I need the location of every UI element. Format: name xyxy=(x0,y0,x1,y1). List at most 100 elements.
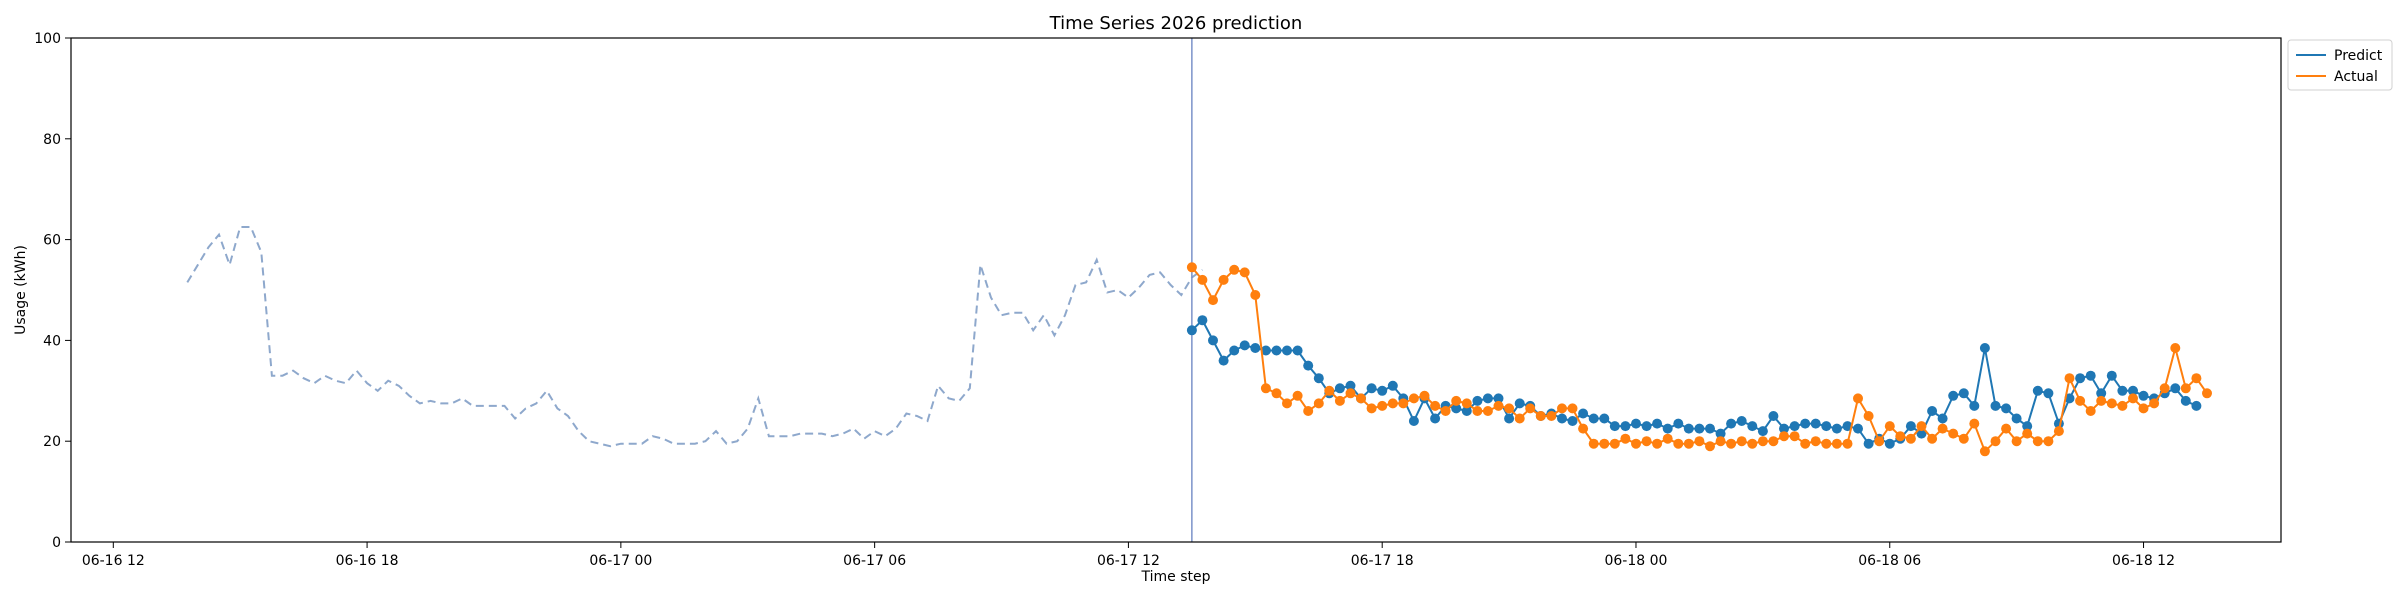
predict-point xyxy=(1482,393,1493,404)
actual-point xyxy=(1535,411,1546,421)
plot-frame xyxy=(70,37,2282,543)
x-axis-label: Time step xyxy=(1141,569,1211,585)
predict-point xyxy=(1652,418,1663,429)
predict-point xyxy=(1461,406,1472,416)
actual-point xyxy=(2053,426,2064,437)
predict-point xyxy=(1831,423,1842,434)
actual-point xyxy=(1557,403,1567,414)
actual-point xyxy=(2106,398,2117,409)
x-tick-label: 06-18 06 xyxy=(1858,553,1921,569)
predict-point xyxy=(1715,428,1726,439)
actual-point xyxy=(1779,431,1789,442)
predict-point xyxy=(1197,315,1208,326)
actual-point xyxy=(1853,393,1863,404)
predict-point xyxy=(1683,423,1694,434)
predict-point xyxy=(1186,325,1197,336)
actual-point xyxy=(1282,398,1292,409)
actual-point xyxy=(1408,393,1419,404)
actual-point xyxy=(1208,295,1218,306)
predict-point xyxy=(1377,385,1388,396)
y-tick-label: 100 xyxy=(34,31,61,47)
actual-point xyxy=(1239,267,1250,278)
actual-point xyxy=(2128,393,2138,404)
predict-point xyxy=(1588,413,1599,424)
actual-point xyxy=(1303,406,1314,416)
predict-point xyxy=(1557,413,1567,424)
predict-point xyxy=(1609,421,1620,432)
predict-point xyxy=(1567,416,1578,426)
predict-point xyxy=(1641,421,1652,432)
actual-point xyxy=(1387,398,1398,409)
predict-point xyxy=(1884,438,1895,449)
predict-point xyxy=(1821,421,1832,432)
actual-point xyxy=(2149,398,2160,409)
predict-point xyxy=(1271,345,1282,356)
actual-point xyxy=(1472,406,1483,416)
y-tick-label: 80 xyxy=(43,132,61,148)
predict-point xyxy=(1662,423,1673,434)
actual-point xyxy=(2117,400,2128,411)
y-axis-label: Usage (kWh) xyxy=(13,245,29,335)
actual-point xyxy=(1905,433,1916,444)
actual-point xyxy=(1884,421,1895,432)
actual-point xyxy=(2180,383,2191,394)
predict-point xyxy=(1218,355,1229,366)
actual-point xyxy=(1842,438,1853,449)
y-tick-label: 20 xyxy=(43,434,61,450)
legend: Predict Actual xyxy=(2287,39,2393,91)
x-tick-label: 06-18 00 xyxy=(1604,553,1667,569)
predict-point xyxy=(1789,421,1800,432)
actual-point xyxy=(1927,433,1938,444)
x-tick-label: 06-17 06 xyxy=(843,553,906,569)
predict-point xyxy=(1282,345,1292,356)
y-tick-label: 40 xyxy=(43,333,61,349)
actual-point xyxy=(2138,403,2149,414)
predict-point xyxy=(2011,413,2022,424)
history-line xyxy=(186,226,1203,448)
actual-point xyxy=(1334,395,1345,406)
predict-point xyxy=(2170,383,2181,394)
predict-point xyxy=(2022,421,2033,432)
predict-point xyxy=(1578,408,1589,419)
actual-point xyxy=(2001,423,2012,434)
actual-point xyxy=(1990,436,2001,447)
predict-point xyxy=(1303,360,1314,371)
actual-point xyxy=(2085,406,2096,416)
actual-point xyxy=(1229,264,1240,275)
actual-point xyxy=(1546,411,1557,421)
predict-point xyxy=(1493,393,1504,404)
actual-point xyxy=(1641,436,1652,447)
predict-point xyxy=(1768,411,1779,421)
actual-point xyxy=(1292,390,1303,401)
predict-point xyxy=(2075,373,2086,384)
predict-point xyxy=(1673,418,1684,429)
y-tick-label: 60 xyxy=(43,233,61,249)
actual-point xyxy=(1948,428,1959,439)
actual-point xyxy=(1757,436,1768,447)
predict-point xyxy=(1514,398,1525,409)
actual-point xyxy=(1747,438,1758,449)
predict-point xyxy=(2117,385,2128,396)
actual-point xyxy=(1419,390,1430,401)
actual-point xyxy=(1588,438,1599,449)
predict-point xyxy=(1948,390,1959,401)
predict-point xyxy=(1366,383,1377,394)
actual-point xyxy=(1525,403,1536,414)
chart-title: Time Series 2026 prediction xyxy=(1049,13,1303,34)
predict-point xyxy=(1779,423,1789,434)
predict-point xyxy=(1292,345,1303,356)
actual-point xyxy=(1916,421,1927,432)
actual-point xyxy=(1313,398,1324,409)
predict-point xyxy=(2001,403,2012,414)
actual-point xyxy=(1514,413,1525,424)
predict-point xyxy=(1937,413,1948,424)
predict-line xyxy=(1191,318,2197,445)
predict-point xyxy=(1757,426,1768,437)
predict-point xyxy=(1620,421,1631,432)
x-tick-label: 06-18 12 xyxy=(2112,553,2175,569)
actual-point xyxy=(2159,383,2170,394)
actual-point xyxy=(1271,388,1282,399)
actual-point xyxy=(1482,406,1493,416)
predict-point xyxy=(1229,345,1240,356)
actual-point xyxy=(1609,438,1620,449)
